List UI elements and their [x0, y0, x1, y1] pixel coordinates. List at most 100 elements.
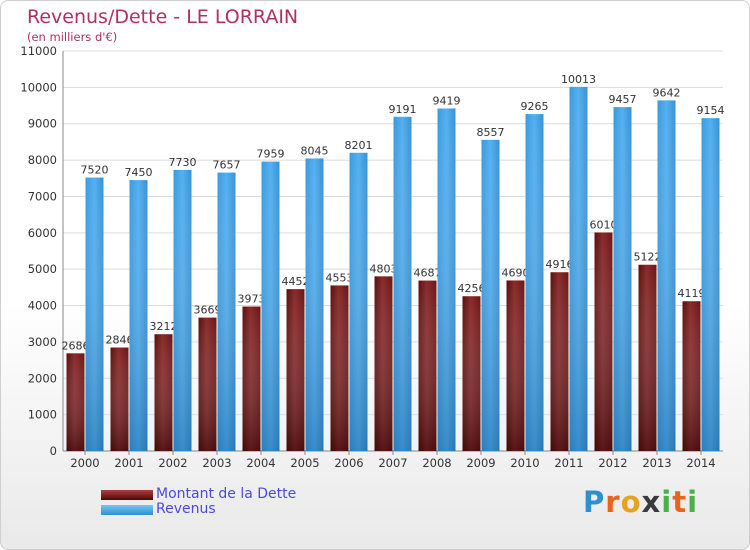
chart-subtitle: (en milliers d'€)	[27, 30, 118, 44]
data-label-revenus: 8201	[345, 139, 373, 152]
bar-dette-shade	[374, 276, 393, 451]
data-label-dette: 3973	[238, 293, 266, 306]
data-label-dette: 4687	[414, 267, 442, 280]
bar-revenus-shade	[129, 180, 148, 451]
bar-dette-shade	[682, 301, 701, 451]
x-tick-label: 2013	[642, 456, 671, 470]
y-tick-label: 0	[50, 444, 57, 458]
bar-revenus-shade	[481, 139, 500, 451]
bar-revenus-shade	[349, 152, 368, 452]
bar-dette-shade	[462, 296, 481, 451]
bar-revenus-shade	[437, 108, 456, 451]
data-label-revenus: 9642	[653, 86, 681, 99]
legend-label-revenus: Revenus	[156, 501, 216, 517]
legend-label-dette: Montant de la Dette	[156, 486, 297, 502]
chart-title: Revenus/Dette - LE LORRAIN	[27, 6, 299, 28]
proxiti-logo: Proxiti	[583, 485, 698, 519]
logo-letter: x	[641, 485, 662, 519]
y-tick-label: 9000	[28, 117, 57, 131]
logo-letter: i	[661, 485, 673, 519]
bar-dette-shade	[638, 264, 657, 451]
data-label-dette: 3212	[150, 320, 178, 333]
y-tick-label: 8000	[28, 153, 57, 167]
data-label-revenus: 7450	[125, 166, 153, 179]
bar-dette-shade	[66, 353, 85, 451]
bar-dette-shade	[154, 334, 173, 451]
data-label-dette: 3669	[194, 304, 222, 317]
data-label-dette: 4803	[370, 262, 398, 275]
bar-revenus-shade	[305, 158, 324, 452]
logo-letter: P	[583, 485, 606, 519]
data-label-dette: 2846	[106, 334, 134, 347]
x-tick-label: 2009	[466, 456, 495, 470]
data-label-dette: 4916	[546, 258, 574, 271]
x-tick-label: 2008	[422, 456, 451, 470]
x-tick-label: 2001	[114, 456, 143, 470]
logo-letter: i	[687, 485, 699, 519]
bar-dette-shade	[110, 347, 129, 451]
data-label-dette: 4553	[326, 271, 354, 284]
bar-dette-shade	[286, 289, 305, 451]
bar-revenus-shade	[525, 114, 544, 451]
x-tick-label: 2014	[686, 456, 715, 470]
legend-swatch-revenus	[101, 505, 153, 515]
bar-revenus-shade	[657, 100, 676, 451]
bar-revenus-shade	[701, 118, 720, 452]
y-tick-label: 1000	[28, 408, 57, 422]
data-label-dette: 4256	[458, 282, 486, 295]
logo-letter: r	[605, 485, 621, 519]
x-tick-label: 2004	[246, 456, 275, 470]
data-label-revenus: 8557	[477, 126, 505, 139]
data-label-revenus: 9265	[521, 100, 549, 113]
y-tick-label: 11000	[20, 44, 57, 58]
logo-letter: t	[672, 485, 688, 519]
x-tick-label: 2011	[554, 456, 583, 470]
bar-revenus-shade	[173, 169, 192, 451]
y-tick-label: 10000	[20, 80, 57, 94]
bar-dette-shade	[418, 280, 437, 451]
data-label-revenus: 9191	[389, 103, 417, 116]
data-label-revenus: 10013	[561, 73, 596, 86]
x-tick-label: 2005	[290, 456, 319, 470]
x-tick-label: 2007	[378, 456, 407, 470]
y-tick-label: 4000	[28, 299, 57, 313]
y-tick-label: 6000	[28, 226, 57, 240]
x-tick-label: 2003	[202, 456, 231, 470]
data-label-revenus: 7657	[213, 159, 241, 172]
y-tick-label: 2000	[28, 371, 57, 385]
bar-revenus-shade	[217, 172, 236, 451]
bar-revenus-shade	[613, 107, 632, 451]
bar-revenus-shade	[393, 116, 412, 452]
data-label-revenus: 7730	[169, 156, 197, 169]
data-label-revenus: 9457	[609, 93, 637, 106]
bar-revenus-shade	[569, 86, 588, 452]
legend-swatch-dette	[101, 490, 153, 500]
bar-dette-shade	[242, 306, 261, 451]
bar-dette-shade	[198, 317, 217, 451]
y-tick-label: 7000	[28, 189, 57, 203]
data-label-revenus: 7959	[257, 148, 285, 161]
y-tick-label: 5000	[28, 262, 57, 276]
data-label-dette: 4452	[282, 275, 310, 288]
y-tick-label: 3000	[28, 335, 57, 349]
data-label-revenus: 9154	[697, 104, 725, 117]
bar-revenus-shade	[261, 161, 280, 451]
x-tick-label: 2006	[334, 456, 363, 470]
bar-dette-shade	[506, 280, 525, 451]
data-label-revenus: 9419	[433, 94, 461, 107]
data-label-dette: 5122	[634, 251, 662, 264]
x-tick-label: 2010	[510, 456, 539, 470]
data-label-dette: 6010	[590, 218, 618, 231]
bar-revenus-shade	[85, 177, 104, 451]
bar-dette-shade	[550, 272, 569, 451]
x-tick-label: 2012	[598, 456, 627, 470]
data-label-dette: 4690	[502, 266, 530, 279]
data-label-dette: 4119	[678, 287, 706, 300]
x-tick-label: 2000	[70, 456, 99, 470]
bar-dette-shade	[330, 285, 349, 451]
data-label-revenus: 7520	[81, 164, 109, 177]
x-tick-label: 2002	[158, 456, 187, 470]
logo-letter: o	[620, 485, 642, 519]
